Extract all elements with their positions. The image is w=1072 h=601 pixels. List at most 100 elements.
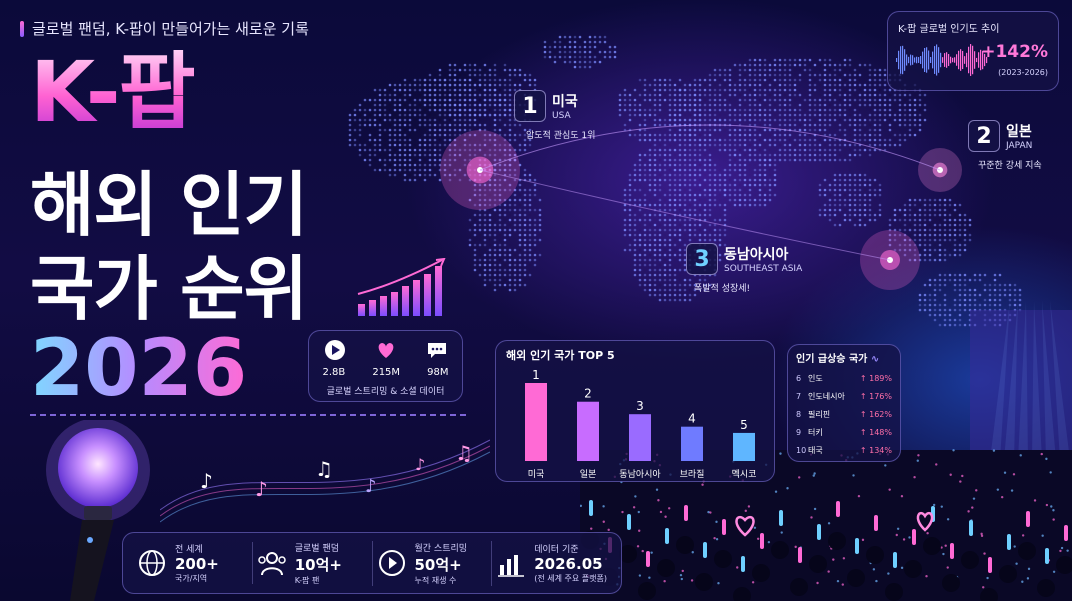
country-en: SOUTHEAST ASIA: [724, 264, 803, 274]
rising-country: 필리핀: [808, 409, 831, 419]
social-stats-card: 2.8B 215M 98M 글로벌 스트리밍 & 소셜 데이터: [308, 330, 463, 402]
bar-rank-label: 5: [740, 418, 748, 432]
waveform-icon: [896, 44, 988, 76]
music-note-icon: ♪: [200, 469, 213, 493]
category-label: 일본: [580, 469, 597, 480]
rising-rank: 6: [796, 373, 802, 383]
stats-caption: 글로벌 스트리밍 & 소셜 데이터: [326, 387, 445, 397]
title-year: 2026: [30, 324, 248, 414]
country-note: 꾸준한 강세 지속: [978, 161, 1042, 171]
growth-bars-icon: [357, 258, 446, 316]
rising-item: 9 터키 ↑ 148%: [796, 423, 892, 441]
country-en: USA: [552, 111, 571, 121]
rising-item: 6 인도 ↑ 189%: [796, 369, 892, 387]
chat-icon: [426, 339, 448, 361]
globe-icon: [137, 548, 167, 578]
callout-usa: 1 미국 USA 압도적 관심도 1위: [514, 90, 595, 141]
bar-rank-label: 1: [532, 368, 540, 382]
music-note-icon: ♫: [315, 457, 333, 481]
stat-label: 데이터 기준: [534, 545, 579, 555]
stat-data-basis: 데이터 기준 2026.05 (전 세계 주요 플랫폼): [492, 542, 611, 584]
stat-sub: (전 세계 주요 플랫폼): [534, 574, 608, 583]
rising-rank: 9: [796, 427, 802, 437]
trend-value: +142%: [981, 42, 1048, 62]
chart-title: 해외 인기 국가 TOP 5: [506, 349, 615, 362]
rank-badge: 1: [514, 90, 546, 122]
top5-bar-chart: 1 미국 2 일본 3 동남아시아 4 브라질 5 멕시코: [525, 368, 757, 480]
category-label: 브라질: [680, 468, 705, 480]
stat-countries: 전 세계 200+ 국가/지역: [133, 542, 253, 584]
bar-4: [681, 426, 703, 461]
bar-2: [577, 401, 599, 461]
stat-value: 200+: [175, 555, 219, 573]
trend-title: K-팝 글로벌 인기도 추이: [898, 24, 1000, 35]
stat-label: 글로벌 팬덤: [294, 543, 340, 554]
world-map: [348, 35, 1022, 327]
bar-rank-label: 4: [688, 412, 696, 426]
stat-label: 월간 스트리밍: [414, 543, 468, 554]
rising-percent: ↑ 162%: [859, 409, 892, 419]
rising-country: 터키: [808, 427, 823, 437]
stat-value: 50억+: [414, 555, 462, 574]
music-note-icon: ♪: [365, 476, 377, 497]
streams-value: 2.8B: [322, 367, 346, 378]
concert-crowd-illustration: [580, 300, 1072, 601]
stat-value: 10억+: [294, 555, 342, 574]
rising-list: 6 인도 ↑ 189% 7 인도네시아 ↑ 176% 8 필리핀 ↑ 162% 9 터키 ↑ 148%…: [796, 369, 892, 459]
music-note-icon: ♪: [415, 455, 425, 474]
rising-country: 태국: [808, 445, 823, 455]
country-note: 폭발적 성장세!: [694, 284, 751, 294]
trend-line-icon: ∿: [870, 354, 880, 365]
country-en: JAPAN: [1006, 141, 1033, 151]
stat-label: 전 세계: [175, 545, 203, 555]
category-label: 동남아시아: [619, 469, 661, 480]
top5-chart-card: 해외 인기 국가 TOP 5 1 미국 2 일본 3 동남아시아 4 브라질 5 멕시코: [495, 340, 775, 482]
rising-countries-card: 인기 급상승 국가 ∿ 6 인도 ↑ 189% 7 인도네시아 ↑ 176% 8 필리핀 ↑ 1…: [787, 344, 901, 462]
stat-sub: K-팝 팬: [294, 575, 320, 585]
music-notes-illustration: ♪ ♪ ♫ ♪ ♪ ♫: [160, 439, 490, 523]
subtitle-accent-bar: [20, 20, 24, 37]
rising-rank: 10: [796, 445, 807, 455]
bottom-stats-bar: 전 세계 200+ 국가/지역 글로벌 팬덤 10억+ K-팝 팬 월간 스트리밍 50억…: [122, 532, 622, 594]
callout-japan: 2 일본 JAPAN 꾸준한 강세 지속: [968, 120, 1042, 171]
bar-rank-label: 3: [636, 399, 644, 413]
rising-country: 인도: [808, 373, 823, 383]
stat-streaming: 월간 스트리밍 50억+ 누적 재생 수: [373, 540, 493, 586]
country-name: 미국: [552, 94, 578, 110]
rising-percent: ↑ 134%: [859, 445, 892, 455]
bar-1: [525, 383, 547, 461]
rising-title: 인기 급상승 국가: [796, 354, 868, 365]
people-icon: [257, 548, 287, 578]
bar-3: [629, 414, 651, 461]
rising-item: 8 필리핀 ↑ 162%: [796, 405, 892, 423]
title-country-ranking: 국가 순위: [30, 248, 308, 330]
rising-rank: 7: [796, 391, 802, 401]
rank-badge: 3: [686, 243, 718, 275]
comments-value: 98M: [427, 367, 449, 378]
stat-value: 2026.05: [534, 555, 603, 573]
lightstick-illustration: [46, 420, 150, 601]
rising-item: 7 인도네시아 ↑ 176%: [796, 387, 892, 405]
title-overseas-popularity: 해외 인기: [30, 164, 308, 246]
divider: [30, 414, 470, 416]
play-icon: [324, 339, 346, 361]
subtitle-text: 글로벌 팬덤, K-팝이 만들어가는 새로운 기록: [32, 20, 309, 38]
trend-card: K-팝 글로벌 인기도 추이 +142% (2023-2026): [887, 11, 1059, 91]
header-subtitle: 글로벌 팬덤, K-팝이 만들어가는 새로운 기록: [20, 18, 309, 39]
category-label: 미국: [528, 469, 545, 480]
rising-country: 인도네시아: [808, 391, 845, 401]
country-name: 동남아시아: [724, 247, 789, 263]
country-note: 압도적 관심도 1위: [526, 131, 596, 141]
rising-item: 10 태국 ↑ 134%: [796, 441, 892, 459]
play-circle-icon: [377, 548, 407, 578]
bar-rank-label: 2: [584, 387, 592, 401]
stat-sub: 누적 재생 수: [414, 575, 457, 585]
rising-rank: 8: [796, 409, 802, 419]
likes-value: 215M: [372, 367, 401, 378]
callout-southeast-asia: 3 동남아시아 SOUTHEAST ASIA 폭발적 성장세!: [686, 243, 802, 294]
stat-sub: 국가/지역: [175, 574, 208, 583]
bar-5: [733, 432, 755, 461]
category-label: 멕시코: [732, 469, 757, 480]
stat-fandom: 글로벌 팬덤 10억+ K-팝 팬: [253, 540, 373, 586]
music-note-icon: ♫: [455, 441, 473, 465]
